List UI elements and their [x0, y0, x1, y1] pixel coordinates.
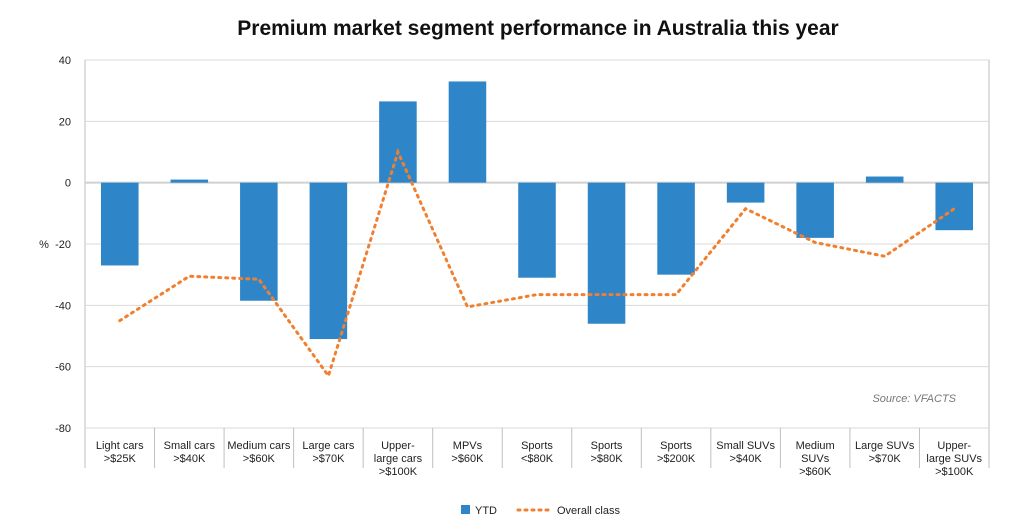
bar — [240, 182, 278, 301]
y-axis-label: % — [39, 239, 49, 251]
chart-title: Premium market segment performance in Au… — [237, 17, 838, 40]
legend-label-ytd: YTD — [475, 505, 497, 517]
legend-label-overall-class: Overall class — [557, 505, 620, 517]
axis-labels: 40 20 0 -20 -40 -60 -80% Light cars >$25K Small c… — [39, 55, 982, 478]
y-tick-label: 0 — [65, 178, 71, 190]
bar — [935, 182, 974, 231]
x-tick-label: Small cars >$40K — [164, 440, 216, 465]
y-tick-label: -20 — [55, 239, 71, 251]
bar — [379, 101, 417, 183]
line-series — [118, 147, 956, 380]
x-tick-label: Sports >$200K — [657, 440, 696, 465]
x-tick-label: Small SUVs >$40K — [716, 440, 775, 465]
bar — [170, 179, 209, 183]
bar — [726, 182, 765, 203]
x-tick-label: Sports >$80K — [590, 440, 623, 465]
bar — [309, 182, 348, 340]
bar-series — [100, 81, 974, 340]
legend-swatch-ytd — [461, 505, 470, 514]
x-tick-label: Large SUVs >$70K — [855, 440, 915, 465]
x-tick-label: Medium SUVs >$60K — [796, 440, 835, 478]
source-annotation: Source: VFACTS — [872, 393, 956, 405]
bar — [796, 182, 834, 238]
x-tick-label: Upper-large SUVs >$100K — [926, 440, 982, 478]
bar — [657, 182, 695, 275]
x-tick-label: Sports <$80K — [521, 440, 554, 465]
bar — [587, 182, 626, 324]
y-tick-label: -60 — [55, 362, 71, 374]
x-tick-label: Medium cars >$60K — [227, 440, 290, 465]
y-tick-label: 20 — [59, 116, 71, 128]
y-tick-label: -80 — [55, 423, 71, 435]
x-tick-label: Upper-large cars >$100K — [374, 440, 423, 478]
x-tick-label: MPVs >$60K — [451, 440, 484, 465]
y-tick-label: 40 — [59, 55, 71, 67]
bar — [448, 81, 487, 183]
x-tick-label: Large cars >$70K — [302, 440, 354, 465]
y-tick-label: -40 — [55, 300, 71, 312]
legend: YTD Overall class — [461, 505, 620, 517]
x-tick-label: Light cars >$25K — [96, 440, 144, 465]
bar — [518, 182, 556, 278]
bar — [100, 182, 139, 266]
bar — [865, 176, 904, 183]
gridlines — [85, 59, 989, 429]
